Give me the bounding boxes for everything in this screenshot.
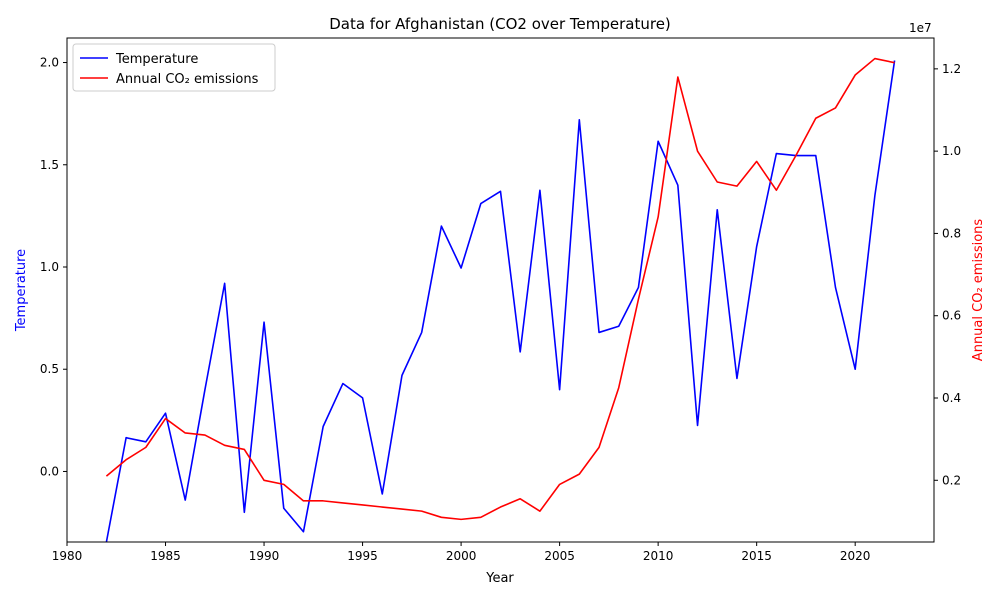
- x-tick-label: 2010: [643, 549, 674, 563]
- y-right-axis-label: Annual CO₂ emissions: [971, 219, 986, 362]
- legend-box: [72, 43, 276, 92]
- x-tick-label: 1985: [150, 549, 181, 563]
- x-tick-label: 1980: [52, 549, 83, 563]
- legend-label-temperature: Temperature: [115, 52, 198, 67]
- y-left-tick-label: 1.0: [40, 260, 59, 274]
- y-right-tick-label: 0.6: [942, 309, 961, 323]
- plot-frame: [66, 37, 935, 543]
- x-axis: 1980 1985 1990 1995 2000 2005 2010 2015 2020: [52, 542, 871, 563]
- y-right-tick-label: 0.4: [942, 391, 961, 405]
- legend: Temperature Annual CO₂ emissions: [72, 43, 276, 92]
- y-right-tick-label: 0.2: [942, 473, 961, 487]
- y-right-tick-label: 0.8: [942, 226, 961, 240]
- x-tick-label: 2020: [840, 549, 871, 563]
- chart-title: Data for Afghanistan (CO2 over Temperatu…: [329, 15, 671, 33]
- y-left-tick-label: 0.0: [40, 464, 59, 478]
- temperature-line: [105, 60, 896, 543]
- series-layer: [105, 57, 896, 543]
- y-left-tick-label: 1.5: [40, 158, 59, 172]
- y-right-tick-label: 1.0: [942, 144, 961, 158]
- y-left-axis: 0.0 0.5 1.0 1.5 2.0: [40, 56, 67, 478]
- legend-label-co2: Annual CO₂ emissions: [116, 72, 259, 87]
- x-tick-label: 1995: [347, 549, 378, 563]
- y-right-axis-offset-label: 1e7: [909, 21, 932, 35]
- x-tick-label: 2000: [446, 549, 477, 563]
- y-left-tick-label: 0.5: [40, 362, 59, 376]
- x-tick-label: 2015: [741, 549, 772, 563]
- y-left-axis-label: Temperature: [14, 249, 29, 332]
- x-tick-label: 2005: [544, 549, 575, 563]
- y-right-tick-label: 1.2: [942, 62, 961, 76]
- y-right-axis: 0.2 0.4 0.6 0.8 1.0 1.2: [934, 62, 961, 487]
- co2-emissions-line: [105, 57, 895, 521]
- x-axis-label: Year: [485, 571, 514, 586]
- y-left-tick-label: 2.0: [40, 56, 59, 70]
- x-tick-label: 1990: [249, 549, 280, 563]
